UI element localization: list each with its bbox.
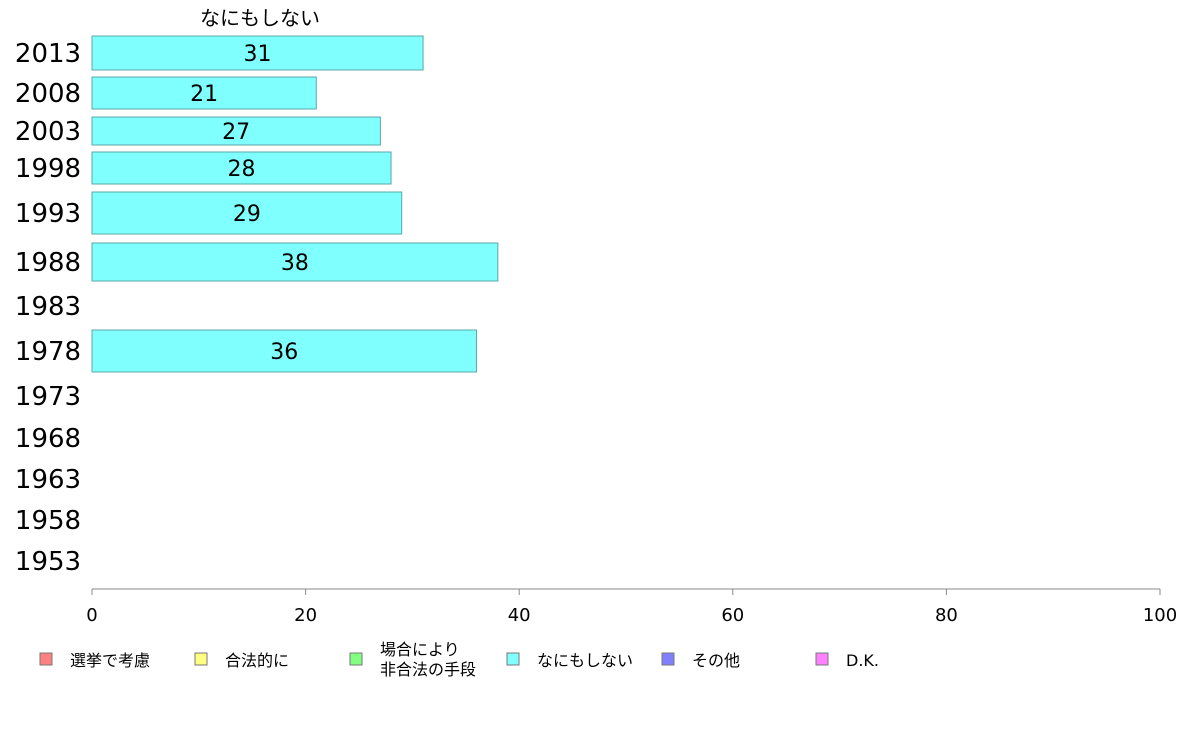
category-label-1968: 1968	[15, 424, 81, 454]
legend: 選挙で考慮 合法的に 場合により非合法の手段 なにもしない その他 D.K.	[39, 640, 879, 679]
data-label-2013: 31	[244, 42, 272, 67]
legend-swatch-0	[39, 652, 53, 666]
legend-label-2: 場合により非合法の手段	[380, 640, 476, 679]
bar-1993	[91, 191, 403, 235]
legend-swatch-4	[661, 652, 675, 666]
x-axis: 0 20 40 60 80 100	[86, 588, 1177, 626]
x-tick-label-60: 60	[721, 605, 744, 626]
legend-item-5: D.K.	[815, 651, 879, 670]
x-tick-label-0: 0	[86, 605, 97, 626]
legend-swatch-3	[506, 652, 520, 666]
legend-label-4: その他	[692, 651, 740, 670]
series-title: なにもしない	[200, 6, 320, 30]
data-label-1998: 28	[228, 157, 256, 182]
category-label-1998: 1998	[15, 154, 81, 184]
legend-swatch-1	[194, 652, 208, 666]
data-label-1978: 36	[270, 340, 298, 365]
data-label-2003: 27	[222, 120, 250, 145]
category-label-1983: 1983	[15, 292, 81, 322]
x-tick-label-40: 40	[508, 605, 531, 626]
bar-1988	[91, 242, 499, 282]
x-tick-label-80: 80	[935, 605, 958, 626]
bar-2008	[91, 76, 317, 110]
category-label-1958: 1958	[15, 506, 81, 536]
legend-label-3: なにもしない	[537, 651, 633, 670]
category-label-1978: 1978	[15, 337, 81, 367]
legend-item-3: なにもしない	[506, 651, 633, 670]
legend-item-0: 選挙で考慮	[39, 651, 150, 670]
category-label-2013: 2013	[15, 39, 81, 69]
legend-swatch-2	[349, 652, 363, 666]
legend-swatch-5	[815, 652, 829, 666]
category-label-1953: 1953	[15, 547, 81, 577]
bar-2003	[91, 116, 381, 146]
legend-label-1: 合法的に	[225, 651, 289, 670]
x-tick-label-100: 100	[1143, 605, 1177, 626]
legend-label-0: 選挙で考慮	[70, 651, 150, 670]
category-labels: 2013 2008 2003 1998 1993 1988 1983 1978 1973 1968…	[15, 39, 81, 577]
data-label-1988: 38	[281, 251, 309, 276]
category-label-1973: 1973	[15, 382, 81, 412]
legend-item-2: 場合により非合法の手段	[349, 640, 476, 679]
legend-item-4: その他	[661, 651, 740, 670]
data-label-1993: 29	[233, 202, 261, 227]
category-label-2003: 2003	[15, 117, 81, 147]
legend-label-5: D.K.	[846, 651, 879, 670]
bar-1978	[91, 329, 477, 373]
category-label-1988: 1988	[15, 248, 81, 278]
data-label-2008: 21	[190, 82, 218, 107]
legend-item-1: 合法的に	[194, 651, 289, 670]
bar-2013	[91, 35, 424, 71]
category-label-1993: 1993	[15, 199, 81, 229]
category-label-2008: 2008	[15, 79, 81, 109]
x-tick-label-20: 20	[294, 605, 317, 626]
category-label-1963: 1963	[15, 465, 81, 495]
bar-1998	[91, 151, 392, 185]
